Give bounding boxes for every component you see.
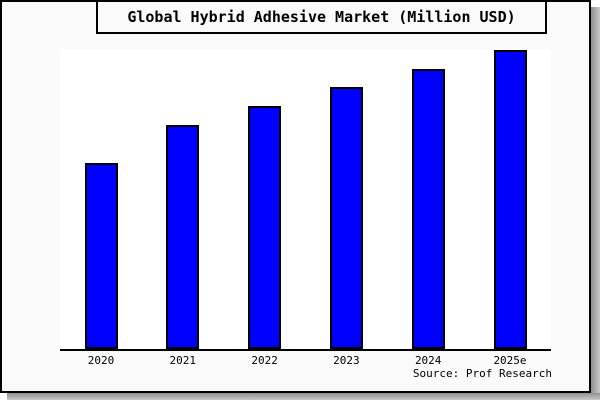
bar-2020 (84, 163, 118, 349)
plot-area (60, 49, 551, 351)
window-drop-shadow-bottom (7, 393, 600, 400)
bar-2023 (329, 87, 363, 349)
x-tick-label-2021: 2021 (169, 354, 197, 367)
bar-2022 (248, 106, 282, 349)
chart-title-box: Global Hybrid Adhesive Market (Million U… (96, 0, 547, 34)
x-tick-label-2020: 2020 (87, 354, 115, 367)
bar-2024 (411, 69, 445, 349)
bar-2021 (166, 125, 200, 349)
chart-title: Global Hybrid Adhesive Market (Million U… (127, 8, 516, 26)
x-tick-label-2024: 2024 (414, 354, 442, 367)
x-tick-label-2022: 2022 (251, 354, 278, 367)
window-drop-shadow-right (591, 7, 600, 400)
bar-2025e (493, 50, 527, 349)
x-tick-label-2023: 2023 (333, 354, 360, 367)
x-tick-label-2025e: 2025e (493, 354, 527, 367)
source-attribution: Source: Prof Research (412, 367, 552, 380)
